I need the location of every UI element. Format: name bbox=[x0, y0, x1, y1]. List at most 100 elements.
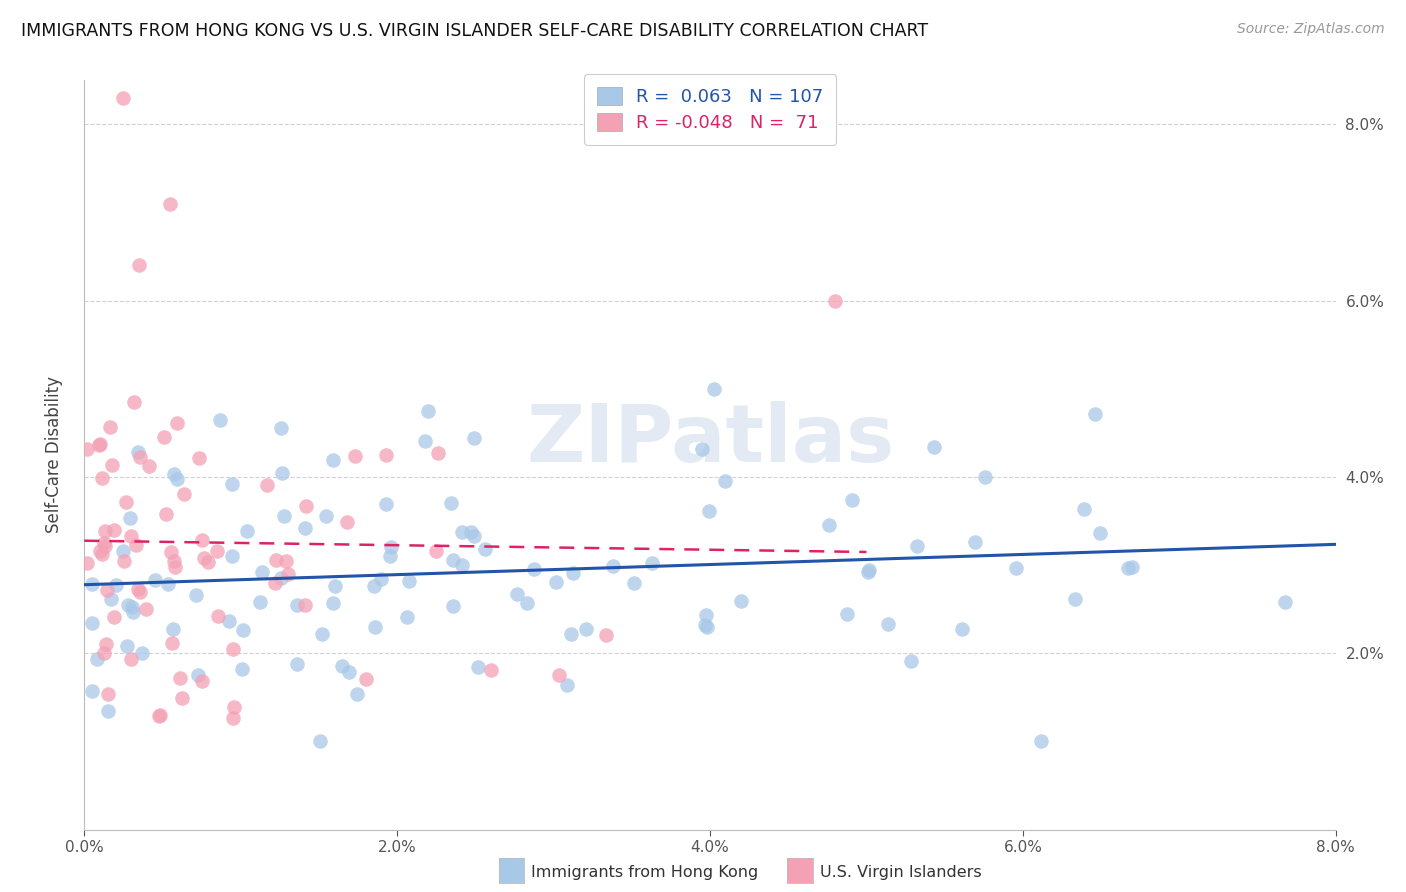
Point bbox=[125, 539, 148, 553]
Point bbox=[416, 404, 439, 418]
Point bbox=[695, 618, 717, 632]
Point bbox=[560, 626, 582, 640]
Point bbox=[818, 518, 841, 533]
Point bbox=[690, 442, 713, 456]
Point bbox=[330, 658, 353, 673]
Point bbox=[1116, 561, 1139, 575]
Point bbox=[117, 639, 139, 653]
Point bbox=[396, 610, 419, 624]
Point bbox=[169, 671, 191, 685]
Point bbox=[112, 91, 135, 105]
Point bbox=[160, 544, 183, 558]
Point bbox=[120, 529, 142, 543]
Point bbox=[1063, 592, 1085, 607]
Point bbox=[285, 599, 308, 613]
Point bbox=[555, 678, 578, 692]
Point bbox=[264, 553, 287, 567]
Point bbox=[207, 608, 229, 623]
Point bbox=[378, 549, 401, 563]
Point bbox=[837, 607, 859, 621]
Point bbox=[90, 547, 112, 561]
Point bbox=[82, 684, 104, 698]
Point bbox=[86, 652, 108, 666]
Point bbox=[463, 431, 485, 445]
Point bbox=[270, 421, 292, 435]
Point bbox=[159, 196, 181, 211]
Point bbox=[93, 524, 115, 538]
Point bbox=[575, 622, 598, 636]
Point bbox=[274, 554, 297, 568]
Point bbox=[441, 599, 464, 614]
Point bbox=[114, 495, 136, 509]
Point bbox=[222, 700, 245, 714]
Point bbox=[1274, 595, 1296, 609]
Point bbox=[155, 508, 177, 522]
Point bbox=[595, 628, 617, 642]
Point bbox=[82, 615, 104, 630]
Point bbox=[127, 445, 149, 459]
Point bbox=[148, 708, 170, 723]
Point bbox=[221, 641, 243, 656]
Point bbox=[363, 579, 385, 593]
Point bbox=[156, 577, 179, 591]
Point bbox=[451, 558, 474, 573]
Text: ZIPatlas: ZIPatlas bbox=[526, 401, 894, 479]
Point bbox=[114, 554, 136, 568]
Point bbox=[270, 571, 292, 585]
Point bbox=[236, 524, 259, 538]
Point bbox=[450, 525, 472, 540]
Point bbox=[1084, 407, 1107, 421]
Point bbox=[97, 704, 120, 718]
Point bbox=[336, 516, 359, 530]
Point bbox=[346, 687, 368, 701]
Point bbox=[122, 395, 145, 409]
Point bbox=[380, 540, 402, 554]
Point bbox=[973, 469, 995, 483]
Point bbox=[143, 574, 166, 588]
Point bbox=[641, 556, 664, 570]
Point bbox=[87, 437, 110, 451]
Point bbox=[285, 657, 308, 672]
Point bbox=[138, 459, 160, 474]
Point bbox=[93, 646, 115, 660]
Point bbox=[166, 472, 188, 486]
Point bbox=[97, 687, 120, 701]
Point bbox=[398, 574, 420, 588]
Point bbox=[76, 557, 98, 571]
Point bbox=[963, 534, 986, 549]
Point bbox=[187, 668, 209, 682]
Point bbox=[160, 636, 183, 650]
Point bbox=[100, 592, 122, 607]
Point bbox=[162, 467, 184, 481]
Text: U.S. Virgin Islanders: U.S. Virgin Islanders bbox=[820, 865, 981, 880]
Point bbox=[474, 542, 496, 557]
Point bbox=[294, 598, 316, 612]
Point bbox=[370, 572, 392, 586]
Point bbox=[602, 558, 624, 573]
Legend: R =  0.063   N = 107, R = -0.048   N =  71: R = 0.063 N = 107, R = -0.048 N = 71 bbox=[583, 74, 837, 145]
Point bbox=[128, 584, 150, 599]
Point bbox=[222, 711, 245, 725]
Point bbox=[264, 576, 287, 591]
Point bbox=[91, 470, 114, 484]
Point bbox=[129, 450, 152, 464]
Point bbox=[162, 554, 184, 568]
Point bbox=[703, 383, 725, 397]
Point bbox=[856, 566, 879, 580]
Text: IMMIGRANTS FROM HONG KONG VS U.S. VIRGIN ISLANDER SELF-CARE DISABILITY CORRELATI: IMMIGRANTS FROM HONG KONG VS U.S. VIRGIN… bbox=[21, 22, 928, 40]
Point bbox=[523, 562, 546, 576]
Point bbox=[277, 567, 299, 582]
Point bbox=[232, 623, 254, 637]
Point bbox=[221, 477, 243, 491]
Point bbox=[841, 493, 863, 508]
Point bbox=[270, 466, 292, 480]
Point bbox=[121, 599, 143, 614]
Point bbox=[322, 596, 344, 610]
Point bbox=[460, 524, 482, 539]
Point bbox=[135, 601, 157, 615]
Point bbox=[256, 478, 278, 492]
Point bbox=[1029, 734, 1052, 748]
Point bbox=[479, 664, 502, 678]
Point bbox=[104, 578, 127, 592]
Point bbox=[111, 544, 134, 558]
